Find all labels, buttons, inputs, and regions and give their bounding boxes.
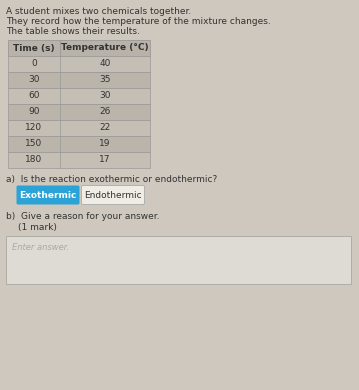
Text: b)  Give a reason for your answer.: b) Give a reason for your answer. <box>6 212 159 221</box>
FancyBboxPatch shape <box>8 152 150 168</box>
Text: 19: 19 <box>99 140 111 149</box>
Text: A student mixes two chemicals together.: A student mixes two chemicals together. <box>6 7 191 16</box>
Text: 0: 0 <box>31 60 37 69</box>
Text: 120: 120 <box>25 124 43 133</box>
FancyBboxPatch shape <box>8 56 150 72</box>
Text: 60: 60 <box>28 92 40 101</box>
Text: 30: 30 <box>99 92 111 101</box>
Text: 180: 180 <box>25 156 43 165</box>
Text: 17: 17 <box>99 156 111 165</box>
FancyBboxPatch shape <box>8 120 150 136</box>
Text: They record how the temperature of the mixture changes.: They record how the temperature of the m… <box>6 17 271 26</box>
FancyBboxPatch shape <box>8 72 150 88</box>
FancyBboxPatch shape <box>8 104 150 120</box>
FancyBboxPatch shape <box>81 186 145 204</box>
FancyBboxPatch shape <box>8 88 150 104</box>
Text: Exothermic: Exothermic <box>19 190 77 200</box>
FancyBboxPatch shape <box>17 186 79 204</box>
Text: (1 mark): (1 mark) <box>18 223 57 232</box>
FancyBboxPatch shape <box>6 236 351 284</box>
Text: Time (s): Time (s) <box>13 44 55 53</box>
Text: a)  Is the reaction exothermic or endothermic?: a) Is the reaction exothermic or endothe… <box>6 175 217 184</box>
Text: Enter answer.: Enter answer. <box>12 243 69 252</box>
Text: 22: 22 <box>99 124 111 133</box>
Text: Temperature (°C): Temperature (°C) <box>61 44 149 53</box>
Text: 35: 35 <box>99 76 111 85</box>
Text: 30: 30 <box>28 76 40 85</box>
FancyBboxPatch shape <box>8 40 150 56</box>
Text: 90: 90 <box>28 108 40 117</box>
Text: 40: 40 <box>99 60 111 69</box>
Text: 26: 26 <box>99 108 111 117</box>
Text: Endothermic: Endothermic <box>84 190 142 200</box>
Text: The table shows their results.: The table shows their results. <box>6 27 140 36</box>
Text: 150: 150 <box>25 140 43 149</box>
FancyBboxPatch shape <box>8 136 150 152</box>
